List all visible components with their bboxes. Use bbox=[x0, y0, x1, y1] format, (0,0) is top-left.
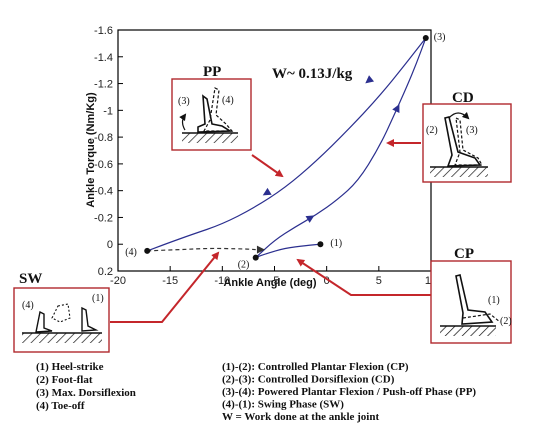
series-line-3-to-4 bbox=[146, 37, 427, 252]
legend-right-item: (4)-(1): Swing Phase (SW) bbox=[222, 399, 344, 411]
legend-left: (1) Heel-strike(2) Foot-flat(3) Max. Dor… bbox=[36, 361, 136, 412]
sw-ground bbox=[22, 333, 102, 343]
y-tick-label: -0.2 bbox=[94, 212, 113, 224]
x-tick-label: -20 bbox=[110, 275, 126, 287]
direction-arrows bbox=[256, 75, 400, 254]
pp-pointer-arrow bbox=[251, 154, 284, 178]
cp-title: CP bbox=[454, 246, 474, 262]
sw-title: SW bbox=[19, 271, 42, 287]
key-point-label: (2) bbox=[238, 260, 250, 271]
key-point bbox=[422, 35, 429, 42]
x-tick-label: -10 bbox=[214, 275, 230, 287]
cd-title: CD bbox=[452, 90, 474, 106]
y-tick-label: -1 bbox=[103, 105, 113, 117]
cd-label-3: (3) bbox=[466, 125, 478, 136]
pp-label-4: (4) bbox=[222, 95, 234, 106]
series-layer bbox=[146, 37, 427, 259]
series-line-2-to-3 bbox=[255, 37, 427, 259]
direction-arrow bbox=[256, 245, 265, 254]
cd-motion-arrow bbox=[448, 111, 470, 120]
direction-arrow bbox=[365, 75, 375, 84]
pp-leg-drawing bbox=[197, 94, 233, 133]
work-annotation: W~ 0.13J/kg bbox=[272, 66, 353, 82]
pp-label-3: (3) bbox=[178, 96, 190, 107]
y-tick-label: -0.6 bbox=[94, 159, 113, 171]
direction-arrow bbox=[305, 215, 315, 223]
legend-left-item: (2) Foot-flat bbox=[36, 374, 93, 386]
key-point bbox=[252, 254, 259, 261]
x-tick-label: 5 bbox=[376, 275, 382, 287]
legend-right-item: W = Work done at the ankle joint bbox=[222, 411, 379, 423]
direction-arrow bbox=[262, 187, 272, 196]
cd-label-2: (2) bbox=[426, 125, 438, 136]
cd-leg-drawing bbox=[444, 116, 482, 167]
cd-leg-dashed bbox=[454, 116, 484, 166]
pp-leg-dashed bbox=[202, 87, 234, 132]
y-tick-label: -0.4 bbox=[94, 186, 113, 198]
y-tick-label: -1.6 bbox=[94, 25, 113, 37]
x-tick-label: -15 bbox=[162, 275, 178, 287]
key-point-label: (4) bbox=[125, 247, 137, 258]
y-axis-label: Ankle Torque (Nm/Kg) bbox=[85, 92, 97, 208]
pp-motion-arrow bbox=[179, 113, 187, 131]
key-point-label: (3) bbox=[434, 32, 446, 43]
key-point-label: (1) bbox=[330, 238, 342, 249]
series-line-1-to-2 bbox=[255, 243, 321, 259]
legend-right-item: (1)-(2): Controlled Plantar Flexion (CP) bbox=[222, 361, 409, 373]
pp-title: PP bbox=[203, 64, 221, 80]
sw-leg-2 bbox=[81, 306, 99, 332]
sw-pointer-arrow bbox=[110, 251, 220, 323]
legend-right: (1)-(2): Controlled Plantar Flexion (CP)… bbox=[222, 361, 476, 423]
sw-label-1: (1) bbox=[92, 293, 104, 304]
sw-phase-panel: SW (4) (1) bbox=[13, 271, 110, 353]
y-tick-label: -1.4 bbox=[94, 52, 113, 64]
legend-right-item: (3)-(4): Powered Plantar Flexion / Push-… bbox=[222, 386, 476, 398]
x-tick-label: 0 bbox=[324, 275, 330, 287]
pp-ground bbox=[182, 133, 238, 143]
cp-foot-dashed bbox=[462, 313, 501, 323]
key-point bbox=[317, 241, 324, 248]
y-tick-label: 0 bbox=[107, 239, 113, 251]
x-axis-label: Ankle Angle (deg) bbox=[223, 277, 316, 289]
y-tick-label: -0.8 bbox=[94, 132, 113, 144]
cp-label-2: (2) bbox=[500, 316, 512, 327]
cd-ground bbox=[430, 167, 488, 177]
sw-leg-mid bbox=[51, 303, 71, 323]
direction-arrow bbox=[392, 104, 400, 114]
x-tick-label: -5 bbox=[270, 275, 280, 287]
cp-leg-drawing bbox=[455, 274, 494, 325]
series-line-4-to-1 bbox=[147, 247, 256, 252]
cp-ground bbox=[440, 326, 496, 336]
pp-phase-panel: PP (3) (4) bbox=[171, 64, 252, 151]
legend-left-item: (1) Heel-strike bbox=[36, 361, 104, 373]
cp-phase-panel: CP (1) (2) bbox=[430, 246, 512, 344]
key-point bbox=[144, 247, 151, 254]
legend-left-item: (4) Toe-off bbox=[36, 400, 85, 412]
legend-left-item: (3) Max. Dorsiflexion bbox=[36, 387, 136, 399]
key-points: (1) (2) (3) (4) bbox=[125, 32, 445, 271]
y-axis-ticks: -1.6 -1.4 -1.2 -1 -0.8 -0.6 -0.4 -0.2 0 0.2 bbox=[94, 25, 123, 278]
sw-label-4: (4) bbox=[22, 300, 34, 311]
legend-right-item: (2)-(3): Controlled Dorsiflexion (CD) bbox=[222, 374, 395, 386]
x-axis-ticks: -20-15-10-50510 bbox=[110, 266, 437, 287]
sw-leg-1 bbox=[35, 310, 53, 333]
y-tick-label: -1.2 bbox=[94, 79, 113, 91]
y-tick-label: 0.2 bbox=[98, 266, 113, 278]
cd-phase-panel: CD (2) (3) bbox=[422, 90, 512, 183]
cp-pointer-arrow bbox=[296, 258, 431, 296]
cp-label-1: (1) bbox=[488, 295, 500, 306]
